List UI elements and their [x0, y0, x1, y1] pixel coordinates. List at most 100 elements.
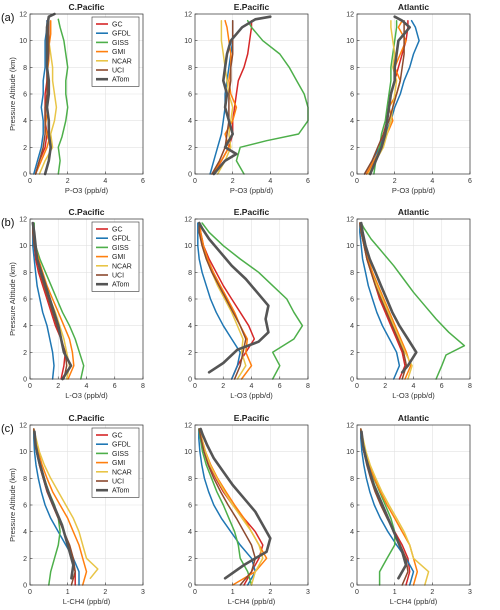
- series-line-atom: [360, 430, 408, 580]
- legend: GC GFDL GISS GMI NCAR UCI ATom: [91, 221, 140, 292]
- y-tick-label: 8: [23, 65, 27, 72]
- y-tick-label: 4: [188, 529, 192, 536]
- y-tick-label: 2: [350, 556, 354, 563]
- x-tick-label: 4: [430, 178, 434, 185]
- y-tick-label: 10: [184, 449, 192, 456]
- series-line-uci: [363, 19, 405, 175]
- row-label: (b): [1, 217, 14, 229]
- x-tick-label: 3: [468, 589, 472, 596]
- legend-label-gmi: GMI: [112, 460, 125, 467]
- x-tick-label: 4: [85, 383, 89, 390]
- panel-1-2: 0 2 4 6 0 2 4 6 8 10 12 E.Pacific P-O3 (ppb/d): [184, 2, 310, 195]
- x-tick-label: 2: [66, 178, 70, 185]
- series-line-atom: [359, 221, 418, 374]
- panel-title: Atlantic: [398, 413, 429, 423]
- y-tick-label: 10: [19, 243, 27, 250]
- x-tick-label: 3: [306, 589, 310, 596]
- legend-label-gfdl: GFDL: [112, 442, 131, 449]
- series-line-atom: [43, 12, 56, 176]
- y-tick-label: 4: [188, 118, 192, 125]
- y-tick-label: 8: [350, 270, 354, 277]
- series-line-atom: [368, 15, 411, 176]
- series-line-ncar: [367, 19, 398, 175]
- series-line-giss: [198, 428, 253, 586]
- x-tick-label: 2: [393, 178, 397, 185]
- x-tick-label: 2: [268, 589, 272, 596]
- series-line-gfdl: [359, 222, 401, 380]
- x-tick-label: 1: [393, 589, 397, 596]
- y-tick-label: 2: [350, 350, 354, 357]
- legend-label-atom: ATom: [112, 77, 130, 84]
- x-axis-label: L-CH4 (ppb/d): [228, 597, 276, 606]
- y-tick-label: 4: [350, 118, 354, 125]
- y-tick-label: 10: [184, 243, 192, 250]
- legend-label-giss: GISS: [112, 245, 129, 252]
- series-line-atom: [31, 221, 73, 381]
- legend-label-uci: UCI: [112, 479, 124, 486]
- y-tick-label: 12: [19, 217, 27, 224]
- panel-title: C.Pacific: [69, 207, 105, 217]
- legend-label-ncar: NCAR: [112, 58, 132, 65]
- y-tick-label: 12: [184, 12, 192, 19]
- panel-title: E.Pacific: [234, 413, 270, 423]
- panel-title: E.Pacific: [234, 207, 270, 217]
- y-tick-label: 0: [23, 172, 27, 179]
- x-tick-label: 6: [278, 383, 282, 390]
- y-tick-label: 10: [184, 38, 192, 45]
- y-tick-label: 4: [23, 118, 27, 125]
- y-tick-label: 4: [23, 529, 27, 536]
- legend-label-giss: GISS: [112, 451, 129, 458]
- y-tick-label: 2: [23, 556, 27, 563]
- y-tick-label: 8: [23, 476, 27, 483]
- panel-title: C.Pacific: [69, 2, 105, 12]
- x-axis-label: L-CH4 (ppb/d): [390, 597, 438, 606]
- series-line-atom: [212, 15, 272, 176]
- y-tick-label: 0: [350, 377, 354, 384]
- panel-2-3: 0 2 4 6 8 0 2 4 6 8 10 12 Atlantic L-O3 (ppb/d): [346, 207, 472, 400]
- x-axis-label: L-O3 (ppb/d): [392, 391, 435, 400]
- x-tick-label: 8: [306, 383, 310, 390]
- y-tick-label: 2: [188, 145, 192, 152]
- y-tick-label: 8: [23, 270, 27, 277]
- x-tick-label: 0: [28, 178, 32, 185]
- x-tick-label: 4: [250, 383, 254, 390]
- series-line-gfdl: [32, 222, 55, 380]
- legend-label-gc: GC: [112, 22, 123, 29]
- y-tick-label: 12: [346, 423, 354, 430]
- y-tick-label: 4: [188, 323, 192, 330]
- series-line-ncar: [360, 428, 430, 586]
- x-tick-label: 1: [66, 589, 70, 596]
- x-tick-label: 2: [430, 589, 434, 596]
- y-tick-label: 8: [188, 476, 192, 483]
- y-tick-label: 0: [188, 377, 192, 384]
- y-tick-label: 12: [19, 423, 27, 430]
- x-axis-label: P-O3 (ppb/d): [392, 186, 436, 195]
- x-tick-label: 4: [103, 178, 107, 185]
- y-tick-label: 6: [188, 92, 192, 99]
- y-tick-label: 10: [19, 38, 27, 45]
- x-tick-label: 8: [141, 383, 145, 390]
- x-tick-label: 0: [28, 589, 32, 596]
- row-label: (a): [1, 12, 14, 24]
- legend-label-gmi: GMI: [112, 254, 125, 261]
- legend-label-gfdl: GFDL: [112, 31, 131, 38]
- x-tick-label: 0: [355, 589, 359, 596]
- x-tick-label: 0: [355, 383, 359, 390]
- series-line-gfdl: [198, 428, 257, 586]
- panel-1-1: 0 2 4 6 0 2 4 6 8 10 12 C.Pacific P-O3 (ppb/d) Pressu…: [1, 2, 145, 195]
- x-axis-label: L-O3 (ppb/d): [65, 391, 108, 400]
- y-axis-label: Pressure Altitude (km): [8, 262, 17, 336]
- series-line-ncar: [33, 428, 99, 580]
- series-line-gmi: [211, 19, 238, 175]
- y-tick-label: 12: [346, 12, 354, 19]
- y-axis-label: Pressure Altitude (km): [8, 57, 17, 131]
- y-tick-label: 0: [23, 583, 27, 590]
- y-tick-label: 0: [350, 172, 354, 179]
- y-tick-label: 10: [346, 38, 354, 45]
- series-line-atom: [197, 221, 270, 374]
- y-tick-label: 6: [350, 297, 354, 304]
